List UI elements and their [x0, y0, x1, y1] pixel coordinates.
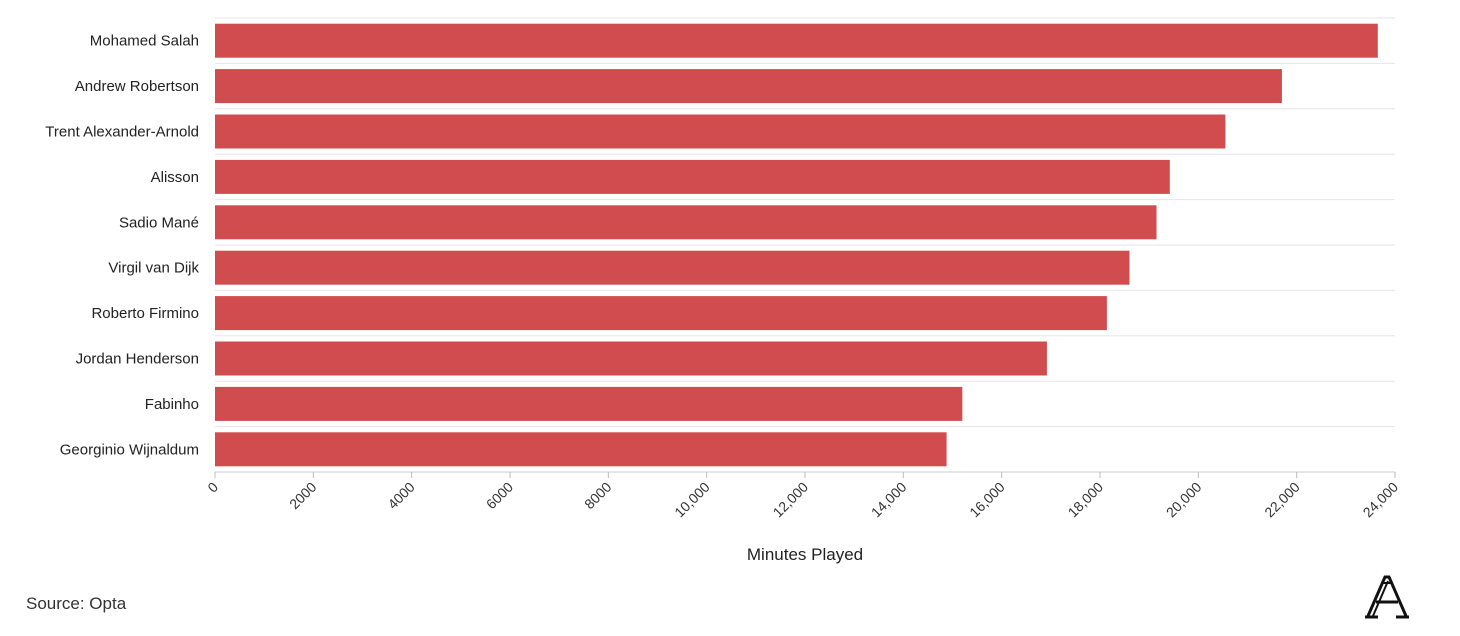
category-label: Fabinho: [145, 396, 199, 413]
bar: [215, 205, 1157, 240]
category-label: Jordan Henderson: [76, 351, 199, 368]
x-tick-label: 18,000: [1065, 479, 1107, 521]
bar: [215, 250, 1130, 285]
category-label: Mohamed Salah: [90, 33, 199, 50]
category-label: Andrew Robertson: [75, 78, 199, 95]
bar: [215, 341, 1047, 376]
x-tick-label: 24,000: [1360, 479, 1402, 521]
bar: [215, 69, 1282, 104]
category-label: Roberto Firmino: [91, 305, 199, 322]
x-tick-label: 2000: [286, 479, 319, 512]
category-label: Alisson: [151, 169, 199, 186]
source-note: Source: Opta: [26, 594, 127, 613]
publisher-logo-icon: [1365, 575, 1409, 619]
x-tick-label: 12,000: [770, 479, 812, 521]
bar: [215, 23, 1378, 58]
bar: [215, 159, 1170, 194]
category-label: Georginio Wijnaldum: [60, 441, 199, 458]
bar: [215, 114, 1226, 149]
x-tick-label: 16,000: [966, 479, 1008, 521]
x-tick-label: 14,000: [868, 479, 910, 521]
x-tick-label: 0: [204, 479, 221, 496]
x-tick-label: 4000: [384, 479, 417, 512]
x-tick-label: 10,000: [671, 479, 713, 521]
bar: [215, 296, 1107, 331]
category-label: Virgil van Dijk: [108, 260, 199, 277]
bar: [215, 432, 947, 467]
category-label: Trent Alexander-Arnold: [45, 124, 199, 141]
x-tick-label: 22,000: [1261, 479, 1303, 521]
x-axis-title: Minutes Played: [747, 545, 863, 564]
x-tick-label: 6000: [483, 479, 516, 512]
x-tick-label: 8000: [581, 479, 614, 512]
bar: [215, 386, 963, 421]
x-tick-label: 20,000: [1163, 479, 1205, 521]
category-label: Sadio Mané: [119, 214, 199, 231]
